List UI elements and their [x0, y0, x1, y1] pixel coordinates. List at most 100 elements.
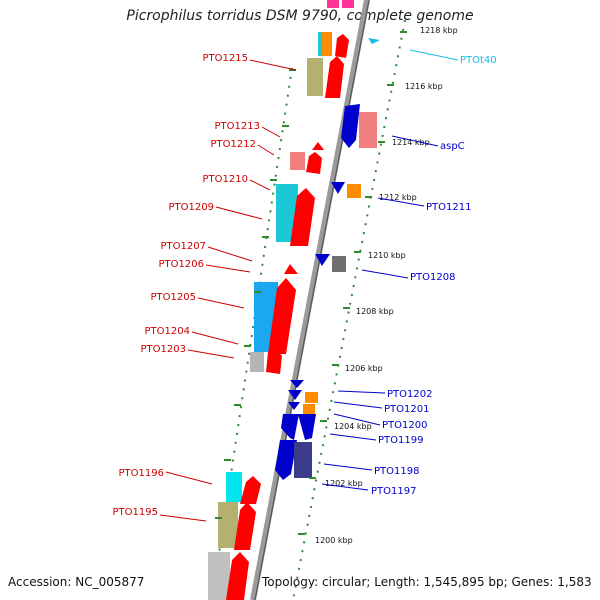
ruler-label: 1212 kbp: [379, 193, 417, 202]
gene-arrow: [281, 414, 299, 440]
label-leader: [333, 401, 383, 409]
gene-arrow: [290, 188, 315, 246]
gene-arrow: [298, 414, 316, 440]
gene-arrow: [312, 142, 324, 150]
ruler-label: 1204 kbp: [334, 422, 372, 431]
label-leader: [249, 179, 271, 191]
label-leader: [205, 264, 251, 273]
left-ring-ticks: [215, 69, 296, 519]
gene-arrow: [290, 380, 304, 388]
label-leader: [207, 246, 253, 262]
gene-block: [294, 442, 312, 478]
gene-block: [305, 392, 318, 403]
gene-block: [226, 472, 242, 502]
gene-arrow: [226, 552, 249, 600]
gene-arrow: [315, 254, 330, 266]
label-leader: [321, 483, 369, 491]
gene-arrow: [288, 402, 300, 410]
gene-block: [342, 0, 354, 8]
gene-label-pto1206: PTO1206: [159, 259, 204, 270]
label-leader: [159, 514, 207, 522]
left-gene-labels: PTO1215 PTO1213 PTO1212 PTO1210 PTO1209 …: [113, 53, 297, 522]
gene-arrow: [240, 476, 261, 504]
gene-label-pto1208: PTO1208: [410, 272, 455, 283]
topology-label: Topology: circular; Length: 1,545,895 bp…: [262, 575, 592, 589]
gene-arrow: [275, 440, 297, 480]
ruler-label: 1208 kbp: [356, 307, 394, 316]
gene-arrow: [331, 182, 345, 194]
label-leader: [323, 463, 373, 471]
ruler: 1218 kbp 1216 kbp 1214 kbp 1212 kbp 1210…: [298, 26, 458, 545]
gene-label-pto1202: PTO1202: [387, 389, 432, 400]
label-leader: [409, 49, 459, 61]
gene-arrow: [284, 264, 298, 274]
label-leader: [329, 433, 377, 441]
gene-label-pto1201: PTO1201: [384, 404, 429, 415]
ruler-label: 1206 kbp: [345, 364, 383, 373]
gene-label-pto1200: PTO1200: [382, 420, 427, 431]
label-leader: [337, 390, 386, 394]
gene-block: [303, 404, 315, 414]
reverse-strand-genes: [275, 38, 380, 480]
right-gene-labels: PTOt40 aspC PTO1211 PTO1208 PTO1202 PTO1…: [321, 49, 497, 497]
gene-label-pto1215: PTO1215: [203, 53, 248, 64]
gene-block: [290, 152, 305, 170]
gene-label-ptot40: PTOt40: [460, 55, 497, 66]
gene-label-pto1197: PTO1197: [371, 486, 416, 497]
page-title: Picrophilus torridus DSM 9790, complete …: [126, 8, 474, 24]
ruler-label: 1200 kbp: [315, 536, 353, 545]
label-leader: [361, 269, 409, 279]
gene-block: [208, 552, 230, 600]
trna-marker: [368, 38, 380, 44]
gene-arrow: [268, 278, 296, 354]
gene-block: [347, 184, 361, 198]
gene-arrow: [234, 502, 256, 550]
label-leader: [197, 297, 245, 309]
genome-backbone: [250, 0, 370, 600]
label-leader: [187, 349, 235, 359]
gene-arrow: [335, 34, 349, 58]
gene-label-pto1195: PTO1195: [113, 507, 158, 518]
gene-label-pto1199: PTO1199: [378, 435, 423, 446]
gene-label-pto1198: PTO1198: [374, 466, 419, 477]
gene-label-aspc: aspC: [440, 141, 465, 152]
gene-block: [332, 256, 346, 272]
label-leader: [257, 144, 275, 156]
label-leader: [215, 206, 263, 220]
gene-arrow: [306, 152, 322, 174]
label-leader: [249, 59, 297, 71]
gene-block: [276, 184, 298, 242]
ruler-label: 1218 kbp: [420, 26, 458, 35]
gene-arrow: [288, 390, 302, 400]
gene-arrow: [341, 104, 360, 148]
ruler-label: 1214 kbp: [392, 138, 430, 147]
ruler-label: 1202 kbp: [325, 479, 363, 488]
gene-label-pto1196: PTO1196: [119, 468, 164, 479]
ruler-label: 1210 kbp: [368, 251, 406, 260]
label-leader: [165, 471, 213, 485]
gene-label-pto1203: PTO1203: [141, 344, 186, 355]
accession-label: Accession: NC_005877: [8, 575, 145, 589]
genome-backbone-shade: [254, 0, 370, 600]
forward-strand-genes: [208, 0, 354, 600]
gene-block: [327, 0, 339, 8]
gene-block: [322, 32, 332, 56]
gene-label-pto1207: PTO1207: [161, 241, 206, 252]
label-leader: [377, 197, 425, 207]
gene-arrow: [266, 348, 282, 374]
ruler-label: 1216 kbp: [405, 82, 443, 91]
label-leader: [191, 331, 239, 345]
label-leader: [261, 126, 281, 138]
label-leader: [391, 135, 439, 147]
gene-arrow: [325, 56, 344, 98]
gene-label-pto1210: PTO1210: [203, 174, 248, 185]
gene-block: [250, 352, 264, 372]
gene-block: [359, 112, 377, 148]
gene-block: [307, 58, 323, 96]
gene-label-pto1213: PTO1213: [215, 121, 260, 132]
gene-label-pto1204: PTO1204: [145, 326, 190, 337]
gene-label-pto1212: PTO1212: [211, 139, 256, 150]
gene-label-pto1211: PTO1211: [426, 202, 471, 213]
